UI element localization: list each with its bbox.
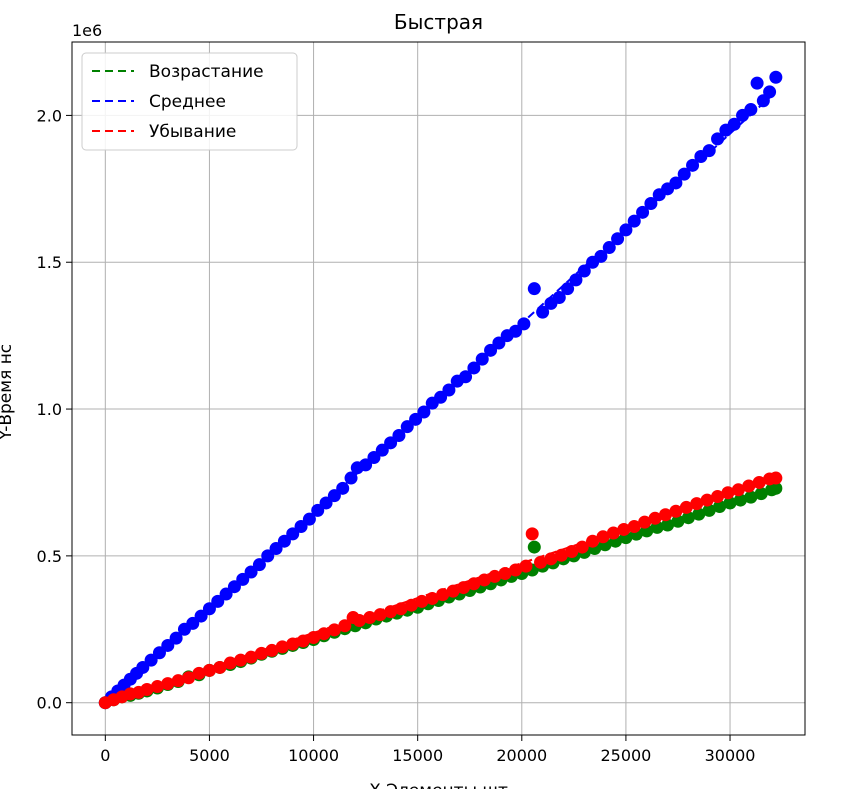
- y-axis-label: Y-Время нс: [0, 344, 16, 441]
- y-tick-label: 1.0: [37, 400, 62, 419]
- x-tick-label: 15000: [392, 746, 443, 765]
- x-tick-label: 10000: [288, 746, 339, 765]
- y-tick-label: 1.5: [37, 253, 62, 272]
- data-point: [769, 481, 783, 495]
- y-offset-label: 1e6: [72, 21, 102, 40]
- data-point: [286, 637, 300, 651]
- data-point: [702, 144, 716, 158]
- data-point: [277, 534, 291, 548]
- data-point: [686, 158, 700, 172]
- plot-frame: [71, 41, 806, 736]
- x-tick-label: 25000: [600, 746, 651, 765]
- series-1: [98, 70, 783, 710]
- y-tick-label: 2.0: [37, 106, 62, 125]
- data-point: [236, 572, 250, 586]
- data-point: [754, 487, 768, 501]
- data-point: [252, 558, 266, 572]
- data-point: [296, 634, 310, 648]
- data-point: [484, 343, 498, 357]
- data-point: [769, 70, 783, 84]
- data-point: [561, 282, 575, 296]
- data-point: [446, 584, 460, 598]
- legend-label: Среднее: [149, 92, 226, 112]
- x-axis-ticks: 0 5000 10000 15000 20000 25000 30000: [100, 735, 755, 765]
- data-point: [569, 273, 583, 287]
- data-point: [577, 264, 591, 278]
- x-tick-label: 30000: [705, 746, 756, 765]
- grid: [72, 42, 805, 735]
- data-point: [394, 602, 408, 616]
- data-point: [352, 613, 366, 627]
- data-point: [456, 581, 470, 595]
- data-point: [750, 76, 764, 90]
- data-point: [752, 475, 766, 489]
- data-point: [527, 282, 541, 296]
- data-point: [302, 512, 316, 526]
- data-point: [509, 324, 523, 338]
- data-point: [727, 117, 741, 131]
- data-point: [527, 540, 541, 554]
- data-point: [602, 241, 616, 255]
- data-point: [711, 490, 725, 504]
- x-axis-label: X-Элементы шт: [369, 781, 508, 789]
- data-point: [544, 552, 558, 566]
- series-2: [98, 471, 783, 710]
- data-point: [227, 580, 241, 594]
- y-tick-label: 0.5: [37, 547, 62, 566]
- data-point: [586, 534, 600, 548]
- x-tick-label: 20000: [496, 746, 547, 765]
- data-point: [254, 646, 268, 660]
- data-point: [742, 479, 756, 493]
- trend-line: [105, 477, 777, 704]
- legend-label: Возрастание: [149, 62, 264, 82]
- y-tick-label: 0.0: [37, 694, 62, 713]
- legend-label: Убывание: [149, 122, 236, 142]
- series-layer: [98, 70, 783, 710]
- data-point: [554, 548, 568, 562]
- data-point: [294, 520, 308, 534]
- x-tick-label: 5000: [189, 746, 230, 765]
- data-point: [525, 527, 539, 541]
- data-point: [467, 577, 481, 591]
- legend: Возрастание Среднее Убывание: [81, 52, 298, 151]
- data-point: [244, 565, 258, 579]
- data-point: [211, 594, 225, 608]
- data-point: [459, 370, 473, 384]
- data-point: [611, 232, 625, 246]
- data-point: [307, 631, 321, 645]
- data-point: [384, 605, 398, 619]
- data-point: [644, 197, 658, 211]
- data-point: [336, 481, 350, 495]
- data-point: [286, 527, 300, 541]
- data-point: [700, 493, 714, 507]
- data-point: [202, 663, 216, 677]
- data-point: [638, 515, 652, 529]
- chart-title: Быстрая: [394, 10, 483, 34]
- x-tick-label: 0: [100, 746, 110, 765]
- data-point: [517, 317, 531, 331]
- data-point: [519, 559, 533, 573]
- data-point: [627, 520, 641, 534]
- data-point: [552, 290, 566, 304]
- data-point: [534, 555, 548, 569]
- y-axis-ticks: 0.0 0.5 1.0 1.5 2.0: [37, 106, 72, 713]
- data-point: [702, 503, 716, 517]
- data-point: [692, 507, 706, 521]
- data-point: [219, 587, 233, 601]
- data-point: [536, 305, 550, 319]
- trend-line: [104, 91, 777, 704]
- legend-box: [81, 52, 298, 151]
- data-point: [192, 666, 206, 680]
- data-point: [661, 518, 675, 532]
